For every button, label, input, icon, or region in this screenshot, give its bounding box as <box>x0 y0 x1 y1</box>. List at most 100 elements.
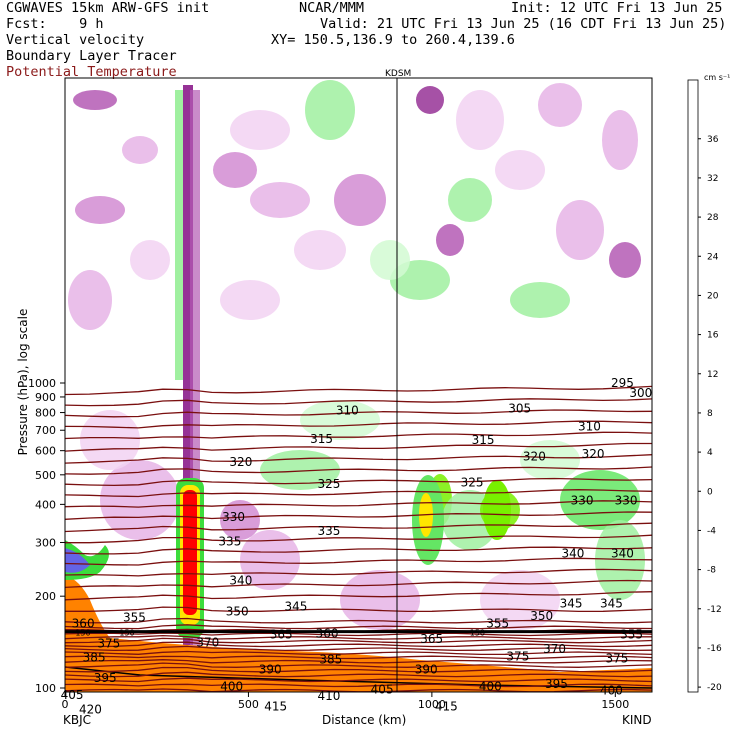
theta-contour <box>65 705 652 709</box>
velocity-shading <box>75 196 125 224</box>
theta-label: 310 <box>336 403 359 417</box>
colorbar-tick-label: 8 <box>707 409 713 419</box>
theta-label: 405 <box>61 688 84 702</box>
velocity-shading <box>370 240 410 280</box>
colorbar-tick-label: 12 <box>707 370 718 380</box>
velocity-shading <box>240 530 300 590</box>
theta-label: 360 <box>72 616 95 630</box>
theta-contour <box>65 477 652 487</box>
theta-contour <box>65 645 652 652</box>
theta-label: 355 <box>620 627 643 641</box>
y-tick-label: 800 <box>35 407 56 420</box>
theta-label: 150 <box>119 629 134 638</box>
colorbar-tick-label: 4 <box>707 448 713 458</box>
theta-label: 395 <box>545 677 568 691</box>
theta-label: 330 <box>571 493 594 507</box>
velocity-shading <box>122 136 158 164</box>
velocity-shading <box>334 174 386 226</box>
velocity-shading <box>80 410 140 470</box>
institution-label: NCAR/MMM <box>299 0 365 16</box>
theta-contour <box>65 557 652 566</box>
theta-label: 395 <box>94 671 117 685</box>
colorbar-tick-label: 28 <box>707 213 719 223</box>
theta-label: 345 <box>560 597 583 611</box>
station-marker-label: KDSM <box>385 69 412 79</box>
theta-label: 350 <box>530 609 553 623</box>
theta-contour <box>65 431 652 440</box>
x-tick-label: 1000 <box>418 698 446 711</box>
theta-label: 400 <box>220 680 243 694</box>
colorbar-unit: cm s⁻¹ <box>704 73 731 82</box>
field-potential-temperature: Potential Temperature <box>6 64 177 80</box>
theta-label: 355 <box>123 611 146 625</box>
velocity-shading <box>520 440 580 480</box>
velocity-shading <box>100 460 180 540</box>
colorbar-tick-label: 36 <box>707 135 719 145</box>
theta-contour <box>65 617 652 624</box>
right-endpoint-label: KIND <box>622 713 652 727</box>
theta-contour <box>65 699 652 703</box>
theta-label: 150 <box>75 629 90 638</box>
theta-label: 335 <box>218 535 241 549</box>
theta-label: 315 <box>310 432 333 446</box>
velocity-shading <box>538 83 582 127</box>
theta-label: 345 <box>284 600 307 614</box>
theta-label: 300 <box>629 386 652 400</box>
theta-contour <box>65 591 652 601</box>
theta-contour <box>65 671 652 678</box>
theta-contour <box>65 683 652 688</box>
velocity-shading <box>480 570 560 630</box>
colorbar-frame <box>687 79 699 693</box>
theta-label: 320 <box>229 455 252 469</box>
velocity-shading <box>294 230 346 270</box>
theta-label: 355 <box>486 616 509 630</box>
downdraft-column <box>190 90 200 650</box>
cross-section-endpoints: XY= 150.5,136.9 to 260.4,139.6 <box>271 32 515 48</box>
theta-label: 415 <box>264 699 287 713</box>
theta-label: 375 <box>506 649 529 663</box>
colorbar-tick-label: -20 <box>707 683 722 693</box>
theta-label: 330 <box>615 493 638 507</box>
theta-contour <box>65 693 652 697</box>
y-tick-label: 700 <box>35 424 56 437</box>
field-vertical-velocity: Vertical velocity <box>6 32 145 48</box>
theta-contour <box>65 385 652 396</box>
theta-contour <box>65 466 652 475</box>
colorbar-tick-label: -8 <box>707 566 716 576</box>
y-tick-label: 600 <box>35 445 56 458</box>
theta-label: 385 <box>319 653 342 667</box>
theta-label: 335 <box>317 524 340 538</box>
velocity-shading <box>300 400 380 440</box>
theta-contour <box>65 398 652 407</box>
colorbar-tick-label: 32 <box>707 174 718 184</box>
y-axis-label: Pressure (hPa), log scale <box>16 308 30 456</box>
theta-contour <box>65 420 652 429</box>
theta-contour <box>65 666 652 673</box>
theta-contour <box>65 606 652 613</box>
theta-label: 350 <box>226 605 249 619</box>
downdraft-column <box>183 85 193 645</box>
velocity-shading <box>495 150 545 190</box>
field-boundary-layer-tracer: Boundary Layer Tracer <box>6 48 177 64</box>
velocity-shading <box>230 110 290 150</box>
forecast-hour: Fcst: 9 h <box>6 16 104 32</box>
theta-label: 305 <box>508 401 531 415</box>
plot-frame <box>64 77 653 693</box>
theta-label: 365 <box>270 627 293 641</box>
velocity-shading <box>220 280 280 320</box>
y-tick-label: 500 <box>35 469 56 482</box>
theta-label: 400 <box>479 680 502 694</box>
theta-label: 370 <box>196 635 219 649</box>
theta-contour <box>65 500 652 508</box>
theta-contour <box>65 632 652 637</box>
velocity-shading <box>250 182 310 218</box>
colorbar-tick-label: -12 <box>707 605 722 615</box>
theta-label: 320 <box>582 447 605 461</box>
theta-label: 370 <box>543 642 566 656</box>
velocity-shading <box>436 224 464 256</box>
velocity-shading <box>130 240 170 280</box>
theta-label: 330 <box>222 510 245 524</box>
theta-contour <box>65 677 652 683</box>
x-axis-label: Distance (km) <box>322 713 407 727</box>
